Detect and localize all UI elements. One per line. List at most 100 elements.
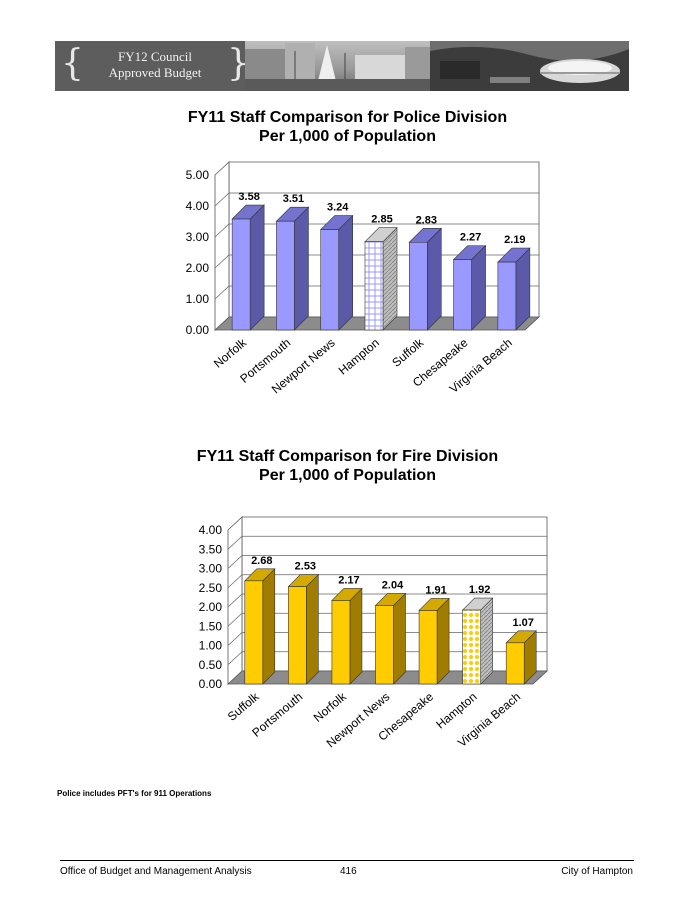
fire-chart: 0.00 0.50 1.00 1.50 2.00 2.50 3.00 3.50 4.00 2.68…	[199, 516, 549, 750]
bar-face	[418, 610, 438, 685]
bar-side	[294, 206, 309, 331]
gridline	[214, 192, 539, 207]
fire-chart-title: FY11 Staff Comparison for Fire Division …	[0, 447, 695, 485]
bar-face	[364, 241, 384, 331]
y-tick-label: 5.00	[186, 168, 210, 182]
bar-face	[276, 220, 295, 331]
fire-chart-title-line2: Per 1,000 of Population	[259, 467, 436, 484]
banner-title: FY12 Council Approved Budget	[85, 49, 225, 81]
footer-page-number: 416	[340, 866, 357, 877]
bar-face	[288, 586, 307, 685]
police-chart: 0.001.002.003.004.005.003.58Norfolk3.51P…	[186, 161, 541, 396]
bar-hampton	[461, 597, 494, 685]
gridline	[214, 223, 539, 238]
banner-title-line2: Approved Budget	[108, 65, 202, 80]
x-tick-label-norfolk: Norfolk	[211, 335, 250, 371]
bar-portsmouth	[287, 573, 320, 685]
data-label-suffolk: 2.68	[251, 555, 272, 567]
y-tick-label: 3.00	[186, 230, 210, 244]
bar-newport-news	[374, 592, 407, 685]
data-label-portsmouth: 2.53	[295, 561, 316, 573]
bar-side	[471, 244, 486, 331]
bar-side	[262, 568, 276, 685]
bar-face	[231, 218, 251, 331]
data-label-virginia-beach: 2.19	[504, 234, 525, 246]
bar-face	[453, 259, 472, 331]
bar-face	[408, 241, 428, 331]
x-tick-label-suffolk: Suffolk	[225, 689, 263, 724]
data-label-norfolk: 2.17	[338, 574, 359, 586]
bar-chesapeake	[452, 244, 487, 331]
bar-portsmouth	[275, 206, 310, 331]
y-tick-label: 0.50	[199, 658, 223, 672]
data-label-virginia-beach: 1.07	[513, 617, 534, 629]
fire-chart-title-line1: FY11 Staff Comparison for Fire Division	[196, 448, 499, 465]
banner-title-line1: FY12 Council	[117, 49, 193, 64]
data-label-chesapeake: 2.27	[460, 232, 481, 244]
bar-side	[306, 573, 319, 685]
x-tick-label-norfolk: Norfolk	[311, 689, 350, 725]
bar-side	[349, 587, 363, 685]
bar-face	[331, 600, 351, 685]
banner-title-block: { FY12 Council Approved Budget }	[55, 41, 250, 91]
y-tick-label: 4.00	[186, 199, 210, 213]
footer-rule	[60, 860, 634, 861]
bar-side	[382, 226, 398, 331]
right-brace-icon: }	[227, 43, 250, 84]
y-tick-label: 3.50	[199, 542, 223, 556]
bar-side	[436, 597, 450, 685]
bar-side	[338, 214, 354, 331]
police-chart-title-line1: FY11 Staff Comparison for Police Divisio…	[187, 109, 508, 126]
bar-norfolk	[231, 204, 265, 331]
y-tick-label: 2.50	[199, 581, 223, 595]
bar-face	[497, 261, 517, 331]
data-label-portsmouth: 3.51	[283, 193, 304, 205]
data-label-newport-news: 3.24	[327, 202, 349, 214]
y-tick-label: 1.00	[199, 639, 223, 653]
marina-photo	[245, 41, 430, 91]
y-tick-label: 0.00	[199, 677, 223, 691]
bar-side	[480, 597, 493, 685]
bar-side	[249, 204, 265, 331]
data-label-suffolk: 2.83	[416, 214, 437, 226]
y-tick-label: 2.00	[186, 261, 210, 275]
side-wall	[214, 161, 230, 331]
data-label-hampton: 2.85	[371, 214, 392, 226]
header-banner: { FY12 Council Approved Budget }	[55, 41, 629, 91]
data-label-newport-news: 2.04	[382, 579, 404, 591]
data-label-norfolk: 3.58	[238, 191, 259, 203]
footer-office: Office of Budget and Management Analysis	[60, 866, 252, 877]
bar-newport-news	[319, 214, 354, 331]
bar-side	[426, 227, 442, 331]
y-tick-label: 1.00	[186, 292, 210, 306]
bar-norfolk	[331, 587, 363, 685]
bar-face	[462, 609, 481, 685]
data-label-hampton: 1.92	[469, 584, 490, 596]
bar-face	[244, 580, 264, 685]
y-tick-label: 0.00	[186, 323, 210, 337]
marina-photo-art	[245, 43, 430, 91]
coliseum-photo-art	[430, 41, 629, 91]
bar-virginia-beach	[505, 630, 537, 685]
y-tick-label: 1.50	[199, 619, 223, 633]
bar-face	[375, 605, 394, 685]
police-chart-title-line2: Per 1,000 of Population	[259, 128, 436, 145]
bar-hampton	[364, 226, 398, 331]
bar-face	[505, 642, 525, 685]
bar-side	[393, 592, 406, 685]
x-tick-label-suffolk: Suffolk	[389, 335, 427, 370]
data-label-chesapeake: 1.91	[425, 584, 446, 596]
coliseum-photo	[430, 41, 629, 91]
footnote: Police includes PFT's for 911 Operations	[57, 789, 212, 798]
gridline	[227, 574, 547, 589]
footer-city: City of Hampton	[561, 866, 633, 877]
gridline	[227, 593, 547, 608]
y-tick-label: 3.00	[199, 562, 223, 576]
gridline	[227, 555, 547, 569]
bar-chesapeake	[418, 597, 450, 685]
x-tick-label-hampton: Hampton	[336, 336, 382, 378]
y-tick-label: 4.00	[199, 523, 223, 537]
gridline	[227, 535, 547, 550]
bar-face	[320, 229, 340, 331]
y-tick-label: 2.00	[199, 600, 223, 614]
